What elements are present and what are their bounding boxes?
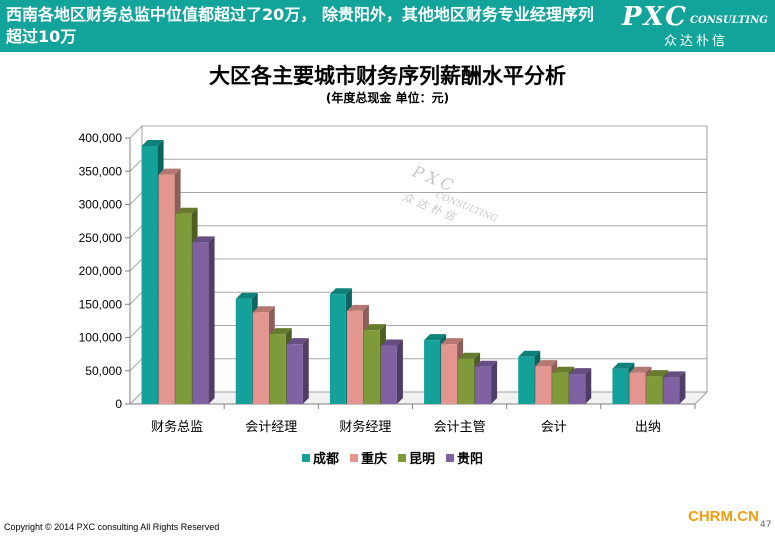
- y-tick-label: 100,000: [79, 331, 123, 345]
- chart-title: 大区各主要城市财务序列薪酬水平分析: [209, 64, 566, 88]
- bar-side: [679, 371, 686, 404]
- legend-swatch: [302, 454, 310, 462]
- bar-side: [208, 236, 215, 404]
- bar: [158, 174, 175, 404]
- legend-label: 成都: [313, 451, 339, 467]
- x-tick-label: 财务经理: [339, 419, 391, 435]
- gridline: [129, 125, 707, 139]
- bar: [518, 356, 535, 404]
- bar-top: [458, 352, 481, 359]
- bar: [286, 344, 303, 404]
- bar-top: [363, 324, 386, 331]
- bar: [569, 374, 586, 404]
- bar-side: [491, 360, 498, 404]
- bar: [663, 377, 680, 404]
- y-tick-label: 300,000: [79, 198, 123, 212]
- pxc-logo: PXC CONSULTING 众达朴信: [622, 2, 772, 50]
- bar-side: [302, 338, 309, 404]
- bar: [175, 213, 192, 404]
- x-tick-label: 会计主管: [434, 420, 486, 435]
- source-label: CHRM.CN: [688, 508, 759, 525]
- logo-main-text: PXC: [622, 2, 688, 32]
- bar-top: [629, 366, 652, 373]
- x-tick-label: 会计经理: [245, 420, 297, 435]
- bar-top: [175, 207, 198, 214]
- bar: [535, 366, 552, 404]
- bar: [252, 312, 269, 404]
- bar: [346, 310, 363, 404]
- y-tick-label: 50,000: [85, 364, 122, 378]
- headline: 西南各地区财务总监中位值都超过了20万， 除贵阳外，其他地区财务专业经理序列超过…: [6, 5, 594, 46]
- y-tick-label: 0: [115, 397, 122, 411]
- bar: [475, 366, 492, 404]
- bar: [380, 345, 397, 404]
- bar-top: [329, 288, 352, 295]
- bar-top: [535, 360, 558, 367]
- bar: [141, 145, 158, 405]
- copyright-text: Copyright © 2014 PXC consulting All Righ…: [4, 522, 220, 532]
- bar: [424, 340, 441, 404]
- bar-top: [646, 370, 669, 377]
- bar-top: [424, 334, 447, 341]
- x-tick-label: 会计: [541, 420, 567, 435]
- chart-subtitle: (年度总现金 单位：元): [325, 91, 450, 105]
- bar-top: [475, 360, 498, 367]
- header-banner: 西南各地区财务总监中位值都超过了20万， 除贵阳外，其他地区财务专业经理序列超过…: [0, 0, 775, 52]
- legend-label: 贵阳: [457, 451, 483, 467]
- bar-top: [346, 304, 369, 311]
- y-tick-label: 200,000: [79, 264, 123, 278]
- bar-side: [396, 339, 403, 404]
- bar-top: [441, 338, 464, 345]
- bar: [192, 242, 209, 404]
- bar: [552, 372, 569, 404]
- legend-swatch: [446, 454, 454, 462]
- legend-label: 重庆: [361, 451, 387, 467]
- legend-label: 昆明: [409, 451, 435, 467]
- logo-chinese-text: 众达朴信: [664, 34, 729, 49]
- bar: [441, 344, 458, 404]
- bar: [612, 368, 629, 404]
- y-tick-label: 350,000: [79, 164, 123, 178]
- bar-top: [612, 362, 635, 369]
- page-number: 47: [760, 520, 772, 530]
- bar: [329, 294, 346, 404]
- bar-top: [552, 366, 575, 373]
- bar-top: [141, 139, 164, 146]
- bar-top: [663, 371, 686, 378]
- bar-top: [380, 339, 403, 346]
- bar-top: [518, 350, 541, 357]
- logo-sub-text: CONSULTING: [690, 15, 768, 26]
- y-tick-label: 250,000: [79, 231, 123, 245]
- x-tick-label: 出纳: [635, 420, 661, 435]
- bar-top: [569, 368, 592, 375]
- bar-side: [585, 368, 592, 404]
- y-tick-label: 400,000: [79, 131, 123, 145]
- bar: [629, 372, 646, 404]
- bar: [269, 334, 286, 404]
- bar-top: [269, 328, 292, 335]
- legend-swatch: [398, 454, 406, 462]
- bar: [458, 358, 475, 404]
- bar: [363, 330, 380, 404]
- bar: [646, 376, 663, 404]
- bar-top: [235, 292, 258, 299]
- bar-top: [192, 236, 215, 243]
- y-tick-label: 150,000: [79, 297, 123, 311]
- bar-top: [252, 306, 275, 313]
- x-tick-label: 财务总监: [151, 419, 203, 435]
- bar: [235, 298, 252, 404]
- legend-swatch: [350, 454, 358, 462]
- bar-top: [286, 338, 309, 345]
- bar-top: [158, 168, 181, 175]
